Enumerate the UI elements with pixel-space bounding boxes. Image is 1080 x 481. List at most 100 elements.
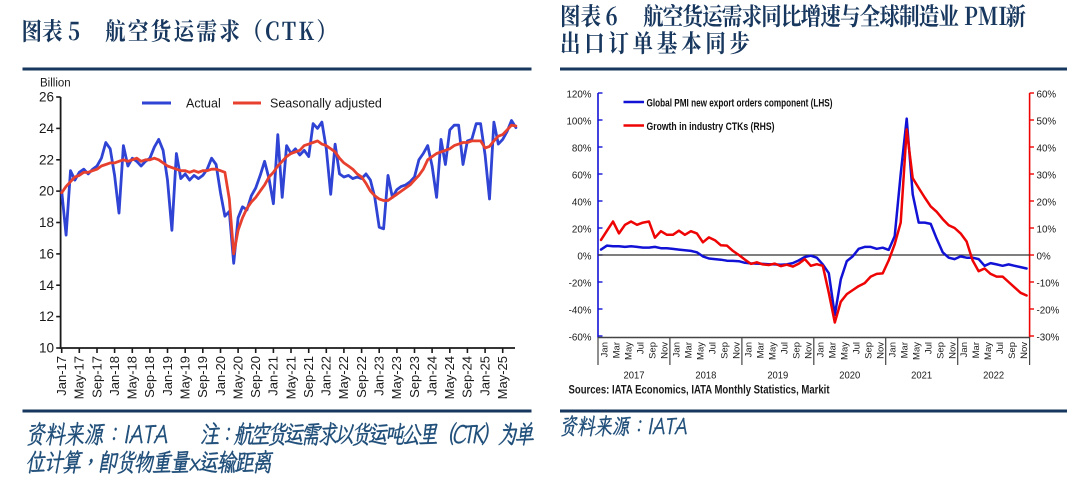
svg-text:Mar: Mar [755,342,766,358]
svg-text:Actual: Actual [186,97,221,111]
svg-text:Sep: Sep [935,342,946,359]
svg-text:Jan-22: Jan-22 [319,356,334,396]
svg-text:2019: 2019 [767,371,788,382]
svg-text:Jul: Jul [636,342,647,354]
svg-text:Sep-20: Sep-20 [248,356,263,398]
svg-text:Mar: Mar [684,342,695,358]
svg-text:Jan-20: Jan-20 [213,356,228,396]
svg-text:Nov: Nov [947,342,958,359]
svg-text:Jan: Jan [744,342,755,357]
svg-text:Mar: Mar [971,342,982,358]
svg-text:May-18: May-18 [125,356,140,399]
svg-text:Sep-21: Sep-21 [301,356,316,398]
svg-text:May: May [911,342,922,360]
svg-text:18: 18 [39,215,54,230]
svg-text:Jan-25: Jan-25 [477,356,492,396]
svg-text:Billion: Billion [40,78,71,90]
svg-text:Sep-22: Sep-22 [354,356,369,398]
svg-text:50%: 50% [1037,116,1057,127]
svg-text:May-19: May-19 [178,356,193,399]
svg-text:Nov: Nov [875,342,886,359]
svg-text:Jan-17: Jan-17 [54,356,69,396]
svg-text:2021: 2021 [911,371,932,382]
svg-text:2020: 2020 [839,371,860,382]
svg-text:60%: 60% [1037,89,1057,100]
svg-text:May-24: May-24 [442,356,457,399]
svg-text:Seasonally adjusted: Seasonally adjusted [270,97,382,111]
svg-text:May-25: May-25 [495,356,510,399]
svg-text:2022: 2022 [983,371,1004,382]
svg-text:Sep-17: Sep-17 [89,356,104,398]
svg-text:40%: 40% [1037,143,1057,154]
svg-text:20: 20 [39,184,54,199]
svg-text:24: 24 [39,121,55,136]
svg-text:Mar: Mar [899,342,910,358]
svg-text:Sources: IATA Economics, IATA: Sources: IATA Economics, IATA Monthly St… [569,385,830,397]
svg-text:Sep: Sep [720,342,731,359]
svg-text:0%: 0% [1037,251,1051,262]
svg-text:Jul: Jul [995,342,1006,354]
svg-text:60%: 60% [572,170,592,181]
svg-text:May: May [696,342,707,360]
svg-text:Jan-24: Jan-24 [424,356,439,396]
svg-text:26: 26 [39,90,54,105]
svg-text:May-17: May-17 [72,356,87,399]
svg-text:May: May [983,342,994,360]
svg-text:-30%: -30% [1037,332,1060,343]
svg-text:-20%: -20% [1037,305,1060,316]
svg-text:May: May [839,342,850,360]
svg-text:0%: 0% [577,251,591,262]
svg-text:14: 14 [39,278,55,293]
svg-text:Sep-19: Sep-19 [195,356,210,398]
svg-text:May: May [767,342,778,360]
svg-text:10: 10 [39,341,54,356]
svg-text:120%: 120% [566,89,591,100]
svg-text:16: 16 [39,246,54,261]
svg-text:May-22: May-22 [336,356,351,399]
svg-text:May-21: May-21 [283,356,298,399]
svg-text:Jul: Jul [923,342,934,354]
svg-text:Mar: Mar [827,342,838,358]
svg-text:100%: 100% [566,116,591,127]
svg-text:2018: 2018 [695,371,716,382]
svg-text:22: 22 [39,152,54,167]
svg-text:Sep-23: Sep-23 [407,356,422,398]
svg-text:Jan: Jan [887,342,898,357]
svg-text:Jan-21: Jan-21 [266,356,281,396]
svg-text:20%: 20% [1037,197,1057,208]
svg-text:Nov: Nov [660,342,671,359]
svg-text:Nov: Nov [732,342,743,359]
svg-text:May: May [624,342,635,360]
svg-text:2017: 2017 [623,371,644,382]
svg-text:Global PMI new export orders c: Global PMI new export orders component (… [647,98,833,110]
svg-text:-40%: -40% [569,305,592,316]
svg-text:Nov: Nov [803,342,814,359]
svg-text:-60%: -60% [569,332,592,343]
svg-text:Jan: Jan [672,342,683,357]
svg-text:Jan-19: Jan-19 [160,356,175,396]
svg-text:Jul: Jul [708,342,719,354]
svg-text:May-23: May-23 [389,356,404,399]
svg-text:80%: 80% [572,143,592,154]
svg-text:40%: 40% [572,197,592,208]
svg-text:Sep: Sep [648,342,659,359]
svg-text:Sep-24: Sep-24 [460,356,475,398]
svg-text:30%: 30% [1037,170,1057,181]
svg-text:Jul: Jul [851,342,862,354]
svg-text:Nov: Nov [1019,342,1030,359]
svg-text:Jan: Jan [959,342,970,357]
svg-text:10%: 10% [1037,224,1057,235]
svg-text:Sep: Sep [863,342,874,359]
svg-text:Sep: Sep [791,342,802,359]
svg-text:Growth in industry CTKs (RHS): Growth in industry CTKs (RHS) [647,121,775,133]
svg-text:Mar: Mar [612,342,623,358]
svg-text:20%: 20% [572,224,592,235]
svg-text:Sep-18: Sep-18 [142,356,157,398]
svg-text:Jul: Jul [779,342,790,354]
svg-text:May-20: May-20 [230,356,245,399]
svg-text:Jan: Jan [815,342,826,357]
svg-text:Sep: Sep [1007,342,1018,359]
svg-text:Jan: Jan [600,342,611,357]
svg-text:Jan-23: Jan-23 [372,356,387,396]
svg-text:12: 12 [39,309,54,324]
